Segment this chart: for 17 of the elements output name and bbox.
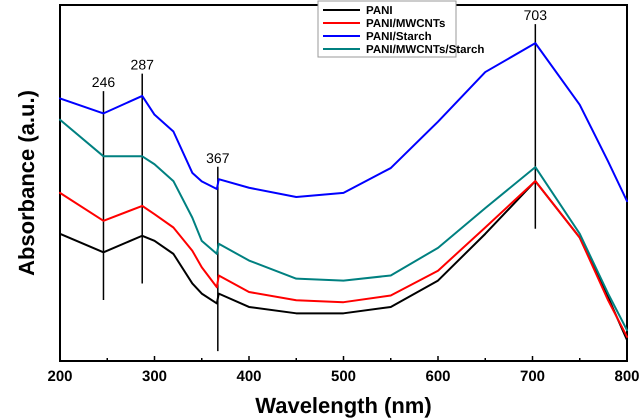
- x-tick-label: 300: [142, 368, 168, 385]
- x-tick-label: 200: [47, 368, 73, 385]
- ref-line-label: 287: [130, 56, 154, 73]
- ref-line-label: 367: [206, 150, 230, 166]
- x-tick-label: 600: [425, 368, 451, 385]
- legend-label: PANI/MWCNTs: [366, 18, 446, 30]
- x-tick-label: 700: [520, 368, 546, 385]
- ref-line-label: 703: [524, 7, 548, 24]
- legend-label: PANI/Starch: [366, 31, 432, 43]
- legend-label: PANI/MWCNTs/Starch: [366, 44, 484, 56]
- x-tick-label: 500: [330, 368, 356, 385]
- x-tick-label: 400: [236, 368, 262, 385]
- x-tick-label: 800: [614, 368, 640, 385]
- ref-line-label: 246: [92, 74, 116, 90]
- legend-label: PANI: [366, 5, 393, 17]
- x-axis-title: Wavelength (nm): [255, 393, 432, 418]
- y-axis-title: Absorbance (a.u.): [14, 90, 39, 276]
